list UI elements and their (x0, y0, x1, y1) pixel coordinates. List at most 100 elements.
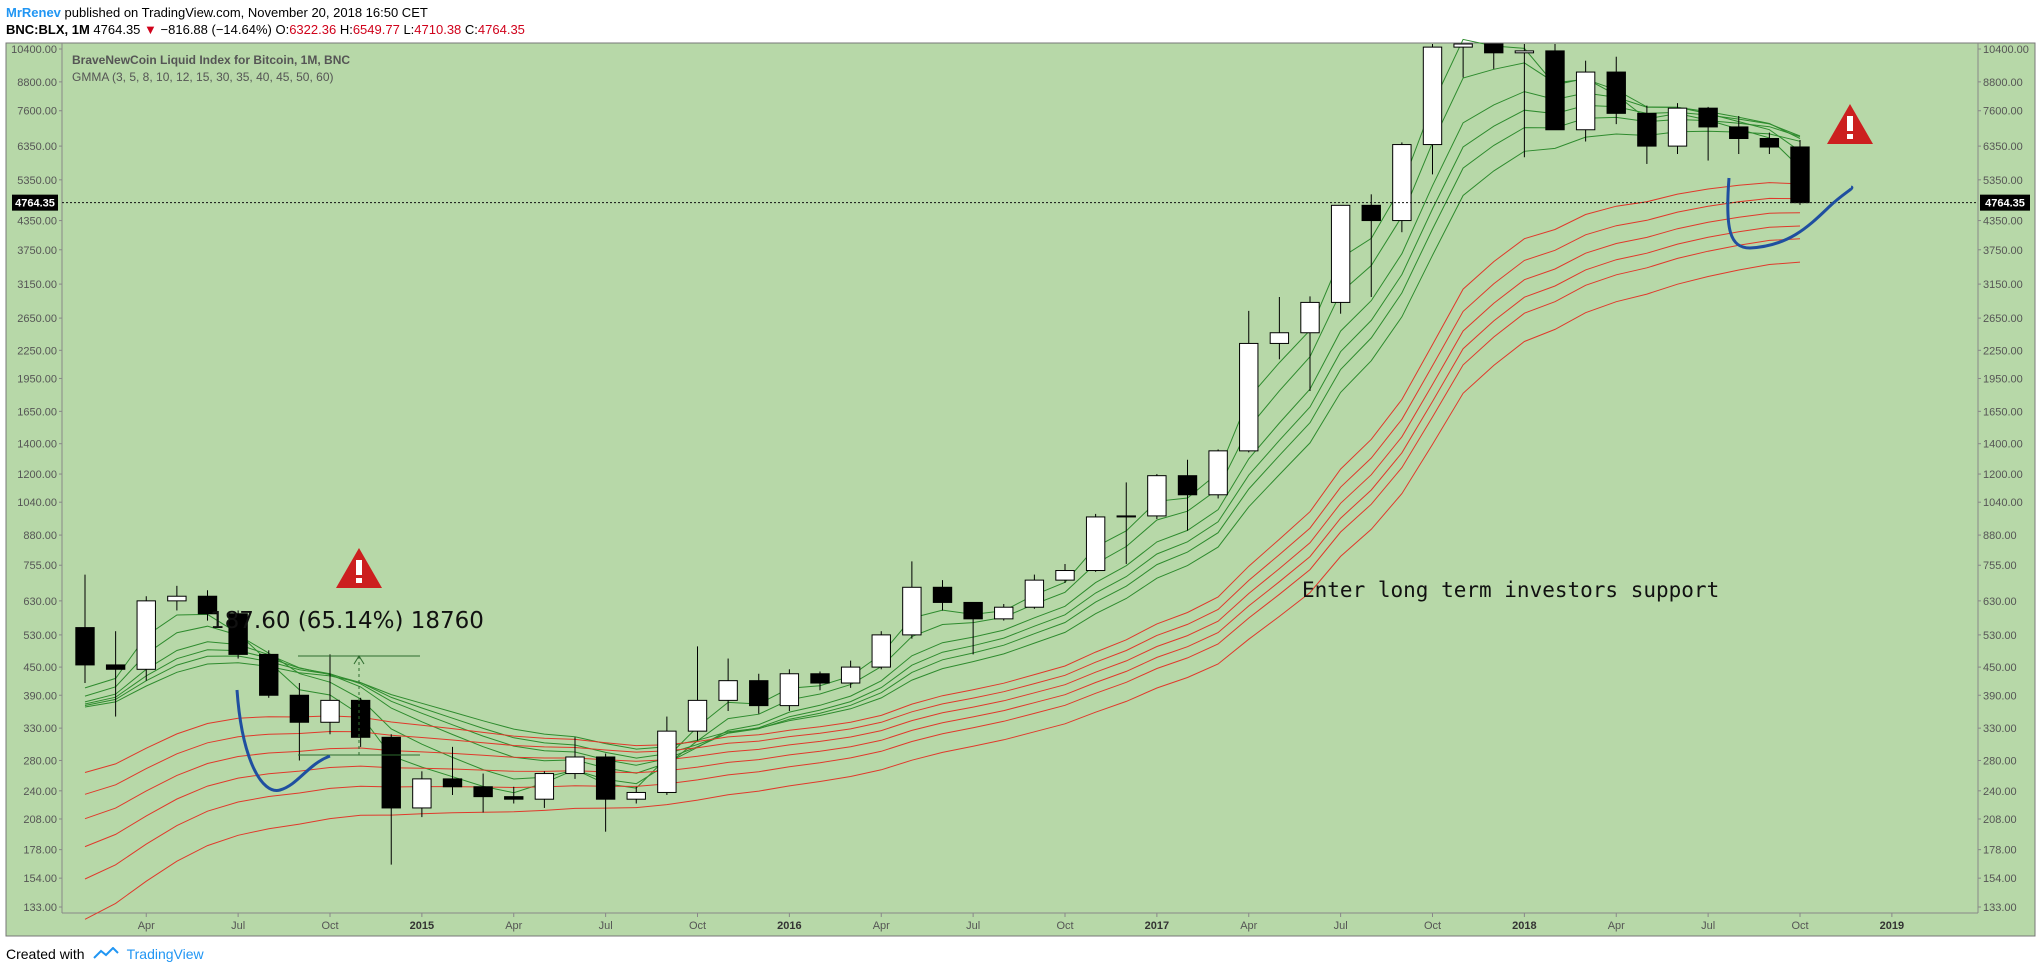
y-tick-label-right: 3750.00 (1983, 245, 2023, 257)
author-link[interactable]: MrRenev (6, 5, 61, 20)
y-tick-label-left: 2650.00 (17, 313, 57, 325)
y-tick-label-left: 1200.00 (17, 469, 57, 481)
candle-up (167, 595, 187, 602)
tradingview-logo-icon (92, 947, 119, 959)
y-tick-label-left: 3150.00 (17, 279, 57, 291)
candle-up (779, 673, 800, 707)
price-change: −816.88 (−14.64%) (160, 22, 272, 37)
candle-up (1300, 301, 1320, 334)
x-tick-label: Apr (138, 920, 155, 932)
candle-up (1392, 144, 1412, 222)
y-tick-label-right: 208.00 (1983, 814, 2017, 826)
long-ema-line (84, 261, 1801, 920)
y-tick-label-left: 6350.00 (17, 141, 57, 153)
candle-down (197, 595, 218, 615)
x-tick-label: Jul (1701, 920, 1715, 932)
candle-up (902, 586, 922, 636)
y-tick-label-right: 450.00 (1983, 662, 2017, 674)
tradingview-link[interactable]: TradingView (126, 946, 204, 962)
high-value: 6549.77 (352, 22, 400, 37)
y-tick-label-right: 530.00 (1983, 630, 2017, 642)
candle-up (1667, 107, 1688, 147)
y-tick-label-left: 450.00 (23, 662, 57, 674)
candle-down (381, 736, 401, 809)
candle-down (1361, 204, 1381, 222)
candle-up (136, 600, 156, 670)
y-tick-label-right: 178.00 (1983, 845, 2017, 857)
y-tick-label-left: 240.00 (23, 786, 57, 798)
high-label: H: (339, 22, 353, 37)
candle-up (994, 606, 1014, 620)
published-text: published on TradingView.com, November 2… (64, 5, 428, 20)
y-tick-label-right: 2250.00 (1983, 345, 2023, 357)
down-arrow-icon: ▼ (144, 22, 157, 37)
short-ema-line (84, 130, 1801, 750)
created-with-text: Created with (6, 946, 85, 962)
x-tick-label: 2017 (1145, 920, 1169, 932)
short-ema-line (84, 91, 1801, 774)
y-tick-label-right: 6350.00 (1983, 141, 2023, 153)
chart-subtitle: GMMA (3, 5, 8, 10, 12, 15, 30, 35, 40, 4… (72, 70, 334, 84)
y-tick-label-right: 1400.00 (1983, 439, 2023, 451)
y-tick-label-left: 10400.00 (11, 44, 57, 56)
close-value: 4764.35 (477, 22, 525, 37)
candle-down (473, 786, 493, 798)
y-tick-label-right: 630.00 (1983, 596, 2017, 608)
candle-up (320, 699, 340, 723)
current-price-line: 4764.35 4764.35 (12, 194, 2030, 211)
y-tick-label-left: 1040.00 (17, 497, 57, 509)
x-tick-label: Apr (505, 920, 522, 932)
candle-up (1147, 475, 1167, 517)
y-tick-label-left: 280.00 (23, 755, 57, 767)
candle-up (840, 666, 861, 684)
x-tick-label: Oct (689, 920, 706, 932)
low-value: 4710.38 (414, 22, 462, 37)
candle-down (1698, 107, 1718, 128)
y-tick-label-right: 1200.00 (1983, 469, 2023, 481)
candle-down (1637, 112, 1657, 147)
candle-up (687, 699, 708, 732)
candle-down (1790, 146, 1810, 204)
candle-down (595, 756, 616, 800)
price-tag-right-label: 4764.35 (1985, 198, 2025, 210)
y-tick-label-right: 390.00 (1983, 690, 2017, 702)
candle-up (1453, 43, 1473, 48)
y-tick-label-left: 7600.00 (17, 106, 57, 118)
long-ema-line (84, 212, 1801, 820)
x-axis: Apr Jul Oct 2015 Apr Jul Oct 2016 Apr Jul Oct 2017 A… (138, 913, 1904, 932)
long-ema-line (84, 238, 1801, 880)
price-tag-left (12, 194, 58, 211)
warning-triangle-icon (336, 548, 382, 588)
candle-down (1545, 50, 1565, 131)
y-tick-label-right: 330.00 (1983, 723, 2017, 735)
y-tick-label-right: 3150.00 (1983, 279, 2023, 291)
candle-down (749, 680, 769, 707)
candle-up (1085, 516, 1106, 572)
short-ema-line (84, 116, 1801, 759)
y-tick-label-right: 280.00 (1983, 755, 2017, 767)
price-tag-left-label: 4764.35 (15, 198, 55, 210)
candle-up (1575, 71, 1596, 131)
candle-up (1055, 570, 1075, 581)
candle-up (657, 730, 677, 793)
candle-up (412, 778, 432, 809)
measure-tool[interactable] (298, 655, 420, 756)
y-tick-label-left: 330.00 (23, 723, 57, 735)
y-tick-label-right: 154.00 (1983, 873, 2017, 885)
x-tick-label: Jul (231, 920, 245, 932)
y-tick-label-left: 2250.00 (17, 345, 57, 357)
quote-bar: BNC:BLX, 1M 4764.35 ▼ −816.88 (−14.64%) … (6, 21, 525, 38)
candle-up (1208, 450, 1228, 496)
y-tick-label-left: 178.00 (23, 845, 57, 857)
candle-down (932, 586, 953, 603)
candle-up (718, 680, 738, 701)
candle-up (1330, 204, 1351, 303)
hand-drawn-curve-left (235, 689, 331, 792)
y-tick-label-left: 4350.00 (17, 216, 57, 228)
long-ema-line (84, 182, 1801, 773)
y-tick-label-right: 8800.00 (1983, 77, 2023, 89)
y-tick-label-right: 1040.00 (1983, 497, 2023, 509)
y-axis-left: 133.00 154.00 178.00 208.00 240.00 280.00 330.… (11, 44, 62, 914)
chart-frame (5, 42, 2036, 937)
